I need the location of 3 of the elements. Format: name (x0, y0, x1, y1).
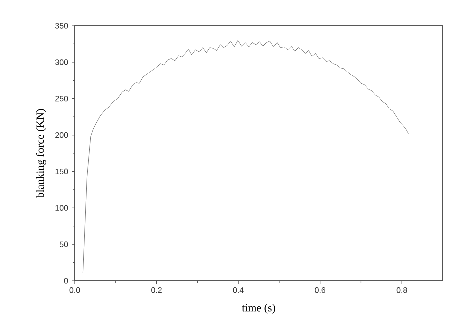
y-axis-title: blanking force (KN) (36, 109, 46, 198)
x-axis-title: time (s) (242, 304, 276, 314)
line-series (82, 40, 409, 274)
